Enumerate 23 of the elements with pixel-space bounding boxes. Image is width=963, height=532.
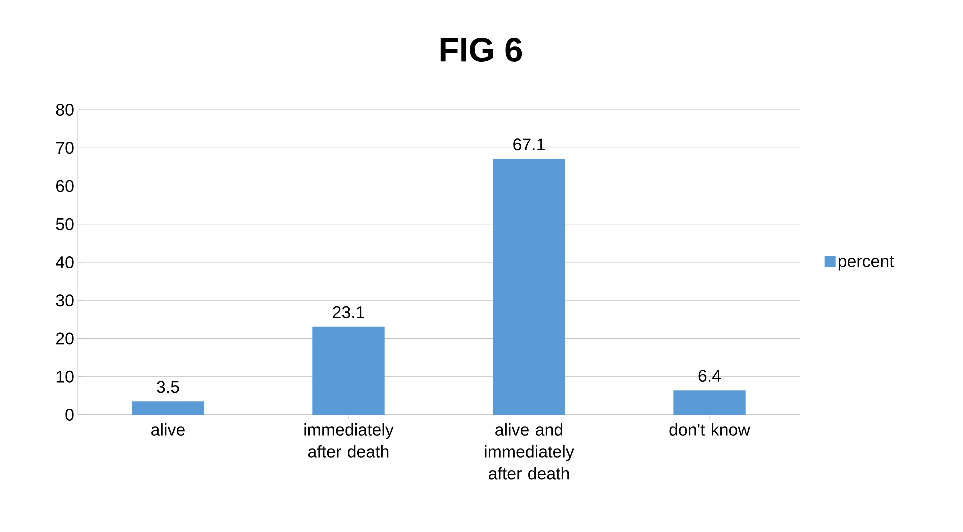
- data-label: 67.1: [514, 138, 545, 151]
- chart-title: FIG 6: [440, 38, 522, 62]
- x-tick-label: immediately after death: [304, 424, 394, 458]
- y-tick-label: 40: [56, 256, 74, 268]
- y-tick-label: 0: [66, 409, 74, 421]
- y-tick-label: 50: [56, 218, 74, 230]
- data-label: 6.4: [698, 370, 722, 382]
- bar: [493, 159, 566, 415]
- legend-label: percent: [838, 256, 894, 271]
- bar: [312, 326, 385, 415]
- y-tick-label: 70: [56, 142, 74, 154]
- y-tick-label: 30: [56, 294, 74, 307]
- y-tick-label: 60: [56, 180, 74, 192]
- bar: [674, 390, 746, 415]
- x-tick-label: don't know: [670, 424, 750, 436]
- data-label: 3.5: [157, 381, 180, 394]
- bar: [132, 402, 204, 415]
- x-tick-label: alive and immediately after death: [485, 424, 574, 480]
- y-tick-label: 80: [56, 104, 74, 116]
- x-tick-label: alive: [152, 424, 185, 436]
- y-tick-label: 10: [56, 370, 74, 383]
- y-tick-label: 20: [56, 332, 74, 345]
- data-label: 23.1: [333, 306, 364, 318]
